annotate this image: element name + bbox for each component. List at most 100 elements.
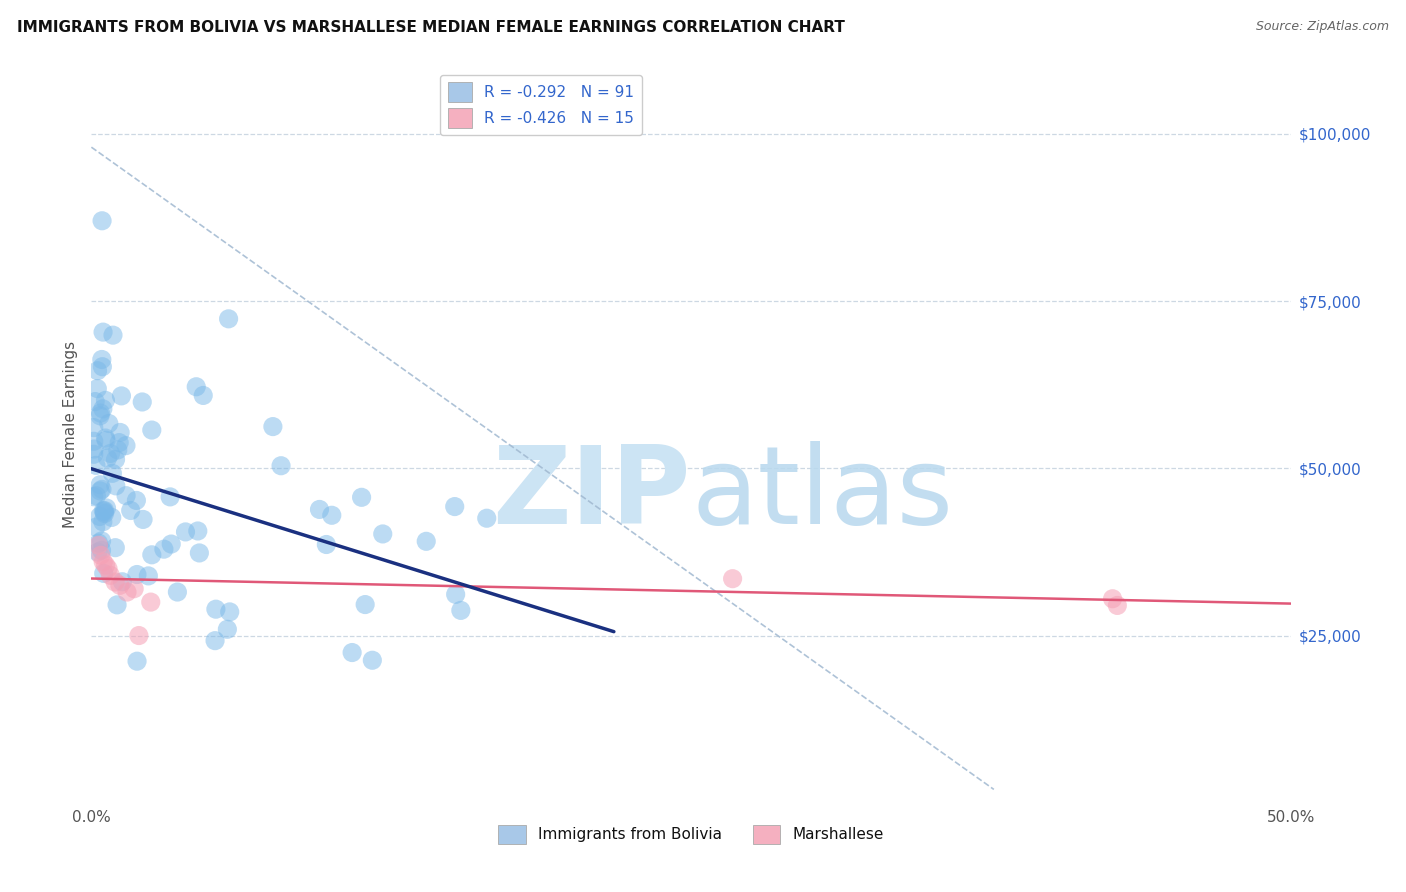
Point xyxy=(84,458,107,473)
Point xyxy=(139,595,162,609)
Point xyxy=(86,382,108,396)
Point xyxy=(83,420,105,434)
Point xyxy=(193,388,215,402)
Point xyxy=(104,452,127,467)
Point xyxy=(89,477,111,491)
Point xyxy=(104,575,127,590)
Point xyxy=(100,568,122,582)
Point xyxy=(84,394,107,409)
Point xyxy=(96,501,118,516)
Point xyxy=(90,543,112,558)
Point xyxy=(115,585,138,599)
Point xyxy=(443,500,465,514)
Point xyxy=(205,602,228,616)
Point xyxy=(321,508,343,523)
Point xyxy=(115,439,138,453)
Point xyxy=(101,328,124,343)
Point xyxy=(87,538,110,552)
Point xyxy=(91,515,114,529)
Point xyxy=(86,364,108,378)
Point xyxy=(125,493,148,508)
Point xyxy=(128,628,150,642)
Point xyxy=(1107,599,1129,613)
Point xyxy=(125,567,148,582)
Y-axis label: Median Female Earnings: Median Female Earnings xyxy=(62,342,77,528)
Point xyxy=(415,534,437,549)
Point xyxy=(361,653,384,667)
Point xyxy=(187,524,209,538)
Point xyxy=(89,406,111,420)
Point xyxy=(218,605,240,619)
Point xyxy=(93,505,115,519)
Point xyxy=(108,435,131,450)
Point xyxy=(108,578,131,592)
Point xyxy=(115,489,138,503)
Point xyxy=(93,504,115,518)
Point xyxy=(90,533,112,548)
Point xyxy=(308,502,330,516)
Point xyxy=(371,527,394,541)
Point xyxy=(83,490,105,504)
Point xyxy=(141,423,163,437)
Point xyxy=(101,467,124,481)
Point xyxy=(444,587,467,601)
Point xyxy=(89,509,111,524)
Point xyxy=(100,446,122,460)
Point xyxy=(91,401,114,416)
Point xyxy=(87,536,110,550)
Point xyxy=(110,389,132,403)
Point xyxy=(94,558,117,573)
Point xyxy=(91,213,114,227)
Point xyxy=(153,542,176,557)
Point xyxy=(159,490,181,504)
Point xyxy=(111,574,134,589)
Point xyxy=(186,380,208,394)
Point xyxy=(141,548,163,562)
Point xyxy=(107,442,129,457)
Point xyxy=(450,603,472,617)
Point xyxy=(174,524,197,539)
Point xyxy=(217,622,239,636)
Point xyxy=(131,395,153,409)
Point xyxy=(83,442,105,456)
Point xyxy=(83,434,105,449)
Point xyxy=(125,654,148,668)
Text: Source: ZipAtlas.com: Source: ZipAtlas.com xyxy=(1256,20,1389,33)
Point xyxy=(340,646,363,660)
Point xyxy=(86,489,108,503)
Point xyxy=(721,572,744,586)
Point xyxy=(91,483,114,497)
Point xyxy=(315,537,337,551)
Point xyxy=(475,511,498,525)
Point xyxy=(84,520,107,534)
Point xyxy=(90,352,112,367)
Point xyxy=(104,541,127,555)
Point xyxy=(94,434,117,448)
Point xyxy=(91,359,114,374)
Point xyxy=(83,447,105,461)
Point xyxy=(350,491,373,505)
Point xyxy=(270,458,292,473)
Point xyxy=(89,409,111,423)
Point xyxy=(93,507,115,521)
Point xyxy=(97,417,120,431)
Point xyxy=(138,569,160,583)
Point xyxy=(262,419,284,434)
Point xyxy=(87,545,110,559)
Point xyxy=(96,451,118,466)
Point xyxy=(166,585,188,599)
Point xyxy=(188,546,211,560)
Text: atlas: atlas xyxy=(690,441,953,547)
Point xyxy=(354,598,377,612)
Point xyxy=(97,562,120,576)
Point xyxy=(120,503,142,517)
Point xyxy=(94,431,117,445)
Point xyxy=(104,479,127,493)
Point xyxy=(1101,591,1123,606)
Text: ZIP: ZIP xyxy=(492,441,690,547)
Text: IMMIGRANTS FROM BOLIVIA VS MARSHALLESE MEDIAN FEMALE EARNINGS CORRELATION CHART: IMMIGRANTS FROM BOLIVIA VS MARSHALLESE M… xyxy=(17,20,845,35)
Point xyxy=(91,325,114,339)
Point xyxy=(100,510,122,524)
Point xyxy=(132,512,155,526)
Legend: Immigrants from Bolivia, Marshallese: Immigrants from Bolivia, Marshallese xyxy=(492,819,890,850)
